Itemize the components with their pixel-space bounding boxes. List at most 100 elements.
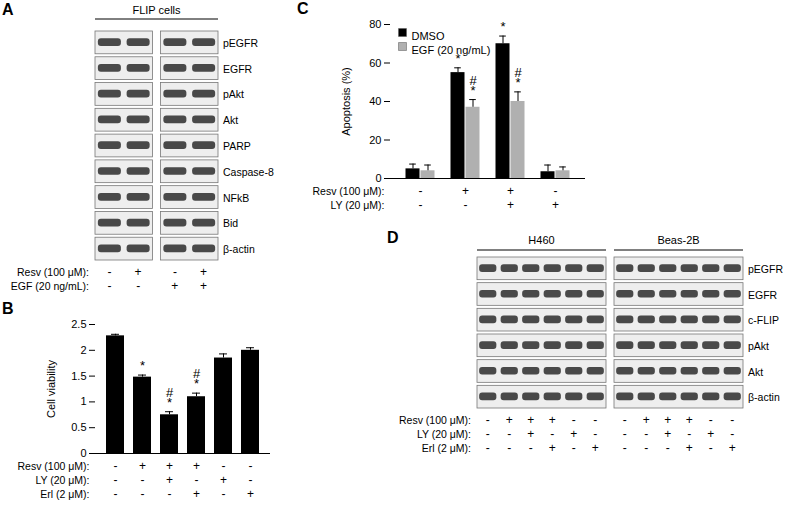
svg-text:-: - (529, 441, 533, 455)
svg-text:-: - (114, 459, 118, 473)
svg-text:EGF (20 ng/mL): EGF (20 ng/mL) (412, 44, 491, 56)
svg-text:-: - (195, 473, 199, 487)
svg-text:-: - (709, 441, 713, 455)
svg-text:0.5: 0.5 (71, 421, 86, 433)
svg-text:-: - (593, 413, 597, 427)
svg-text:-: - (141, 473, 145, 487)
svg-text:-: - (136, 279, 140, 293)
svg-text:β-actin: β-actin (223, 243, 255, 255)
svg-text:+: + (507, 198, 514, 212)
svg-text:+: + (506, 413, 513, 427)
svg-text:#: # (469, 73, 477, 88)
svg-text:+: + (507, 184, 514, 198)
svg-text:-: - (107, 279, 111, 293)
svg-text:-: - (644, 441, 648, 455)
svg-text:-: - (623, 427, 627, 441)
svg-text:Resv (100 μM):: Resv (100 μM): (18, 460, 90, 472)
svg-text:1.5: 1.5 (71, 370, 86, 382)
svg-text:pAkt: pAkt (223, 88, 244, 100)
svg-text:+: + (220, 473, 227, 487)
svg-text:-: - (623, 413, 627, 427)
svg-text:c-FLIP: c-FLIP (748, 314, 779, 326)
svg-text:-: - (507, 427, 511, 441)
svg-text:+: + (135, 265, 142, 279)
svg-text:+: + (549, 441, 556, 455)
svg-text:D: D (387, 229, 399, 246)
svg-text:FLIP cells: FLIP cells (132, 4, 181, 16)
svg-text:Resv (100 μM):: Resv (100 μM): (17, 266, 89, 278)
svg-text:Resv (100 μM):: Resv (100 μM): (399, 414, 471, 426)
svg-text:pAkt: pAkt (748, 340, 769, 352)
svg-text:+: + (527, 413, 534, 427)
svg-text:-: - (687, 427, 691, 441)
svg-text:-: - (507, 441, 511, 455)
svg-text:#: # (514, 65, 522, 80)
svg-text:Erl (2 μM):: Erl (2 μM): (422, 442, 471, 454)
svg-text:-: - (249, 473, 253, 487)
svg-text:-: - (114, 473, 118, 487)
svg-text:+: + (139, 459, 146, 473)
svg-text:Erl (2 μM):: Erl (2 μM): (40, 488, 89, 500)
svg-text:β-actin: β-actin (748, 391, 780, 403)
svg-text:Cell viability: Cell viability (45, 359, 57, 418)
svg-text:40: 40 (369, 95, 381, 107)
svg-text:-: - (419, 184, 423, 198)
svg-text:-: - (709, 413, 713, 427)
svg-text:EGFR: EGFR (748, 289, 778, 301)
svg-text:+: + (193, 487, 200, 501)
svg-text:+: + (171, 279, 178, 293)
svg-text:LY (20 μM):: LY (20 μM): (417, 428, 471, 440)
svg-text:-: - (249, 459, 253, 473)
svg-text:-: - (572, 413, 576, 427)
svg-text:+: + (200, 265, 207, 279)
svg-text:0: 0 (375, 172, 381, 184)
svg-text:Caspase-8: Caspase-8 (223, 166, 274, 178)
svg-text:Akt: Akt (223, 114, 238, 126)
svg-text:+: + (570, 427, 577, 441)
svg-text:+: + (686, 413, 693, 427)
svg-text:Beas-2B: Beas-2B (657, 234, 699, 246)
svg-text:2: 2 (80, 344, 86, 356)
svg-text:+: + (643, 413, 650, 427)
svg-text:EGFR: EGFR (223, 63, 253, 75)
svg-text:+: + (527, 427, 534, 441)
svg-text:-: - (173, 265, 177, 279)
svg-text:20: 20 (369, 134, 381, 146)
svg-text:H460: H460 (528, 234, 554, 246)
svg-text:Bid: Bid (223, 217, 238, 229)
svg-text:+: + (729, 441, 736, 455)
svg-text:-: - (168, 487, 172, 501)
svg-text:-: - (730, 413, 734, 427)
svg-text:-: - (666, 441, 670, 455)
svg-text:-: - (572, 441, 576, 455)
svg-text:*: * (140, 358, 145, 373)
svg-text:80: 80 (369, 18, 381, 30)
svg-text:Akt: Akt (748, 366, 763, 378)
svg-text:+: + (592, 441, 599, 455)
svg-text:-: - (486, 427, 490, 441)
svg-text:-: - (114, 487, 118, 501)
svg-text:#: # (166, 385, 174, 400)
svg-text:-: - (222, 487, 226, 501)
svg-text:+: + (664, 427, 671, 441)
svg-text:pEGFR: pEGFR (748, 263, 783, 275)
svg-text:+: + (552, 198, 559, 212)
svg-text:-: - (141, 487, 145, 501)
svg-text:-: - (464, 198, 468, 212)
svg-text:-: - (730, 427, 734, 441)
svg-text:LY (20 μM):: LY (20 μM): (330, 199, 384, 211)
svg-text:A: A (2, 1, 14, 18)
svg-text:+: + (462, 184, 469, 198)
svg-text:+: + (686, 441, 693, 455)
svg-text:*: * (500, 19, 505, 34)
svg-text:-: - (554, 184, 558, 198)
svg-text:60: 60 (369, 57, 381, 69)
svg-text:0: 0 (80, 447, 86, 459)
svg-text:pEGFR: pEGFR (223, 37, 258, 49)
svg-text:-: - (107, 265, 111, 279)
svg-text:EGF (20 ng/mL):: EGF (20 ng/mL): (11, 280, 89, 292)
svg-text:+: + (200, 279, 207, 293)
svg-text:+: + (166, 473, 173, 487)
svg-text:Apoptosis (%): Apoptosis (%) (340, 67, 352, 135)
svg-text:+: + (247, 487, 254, 501)
